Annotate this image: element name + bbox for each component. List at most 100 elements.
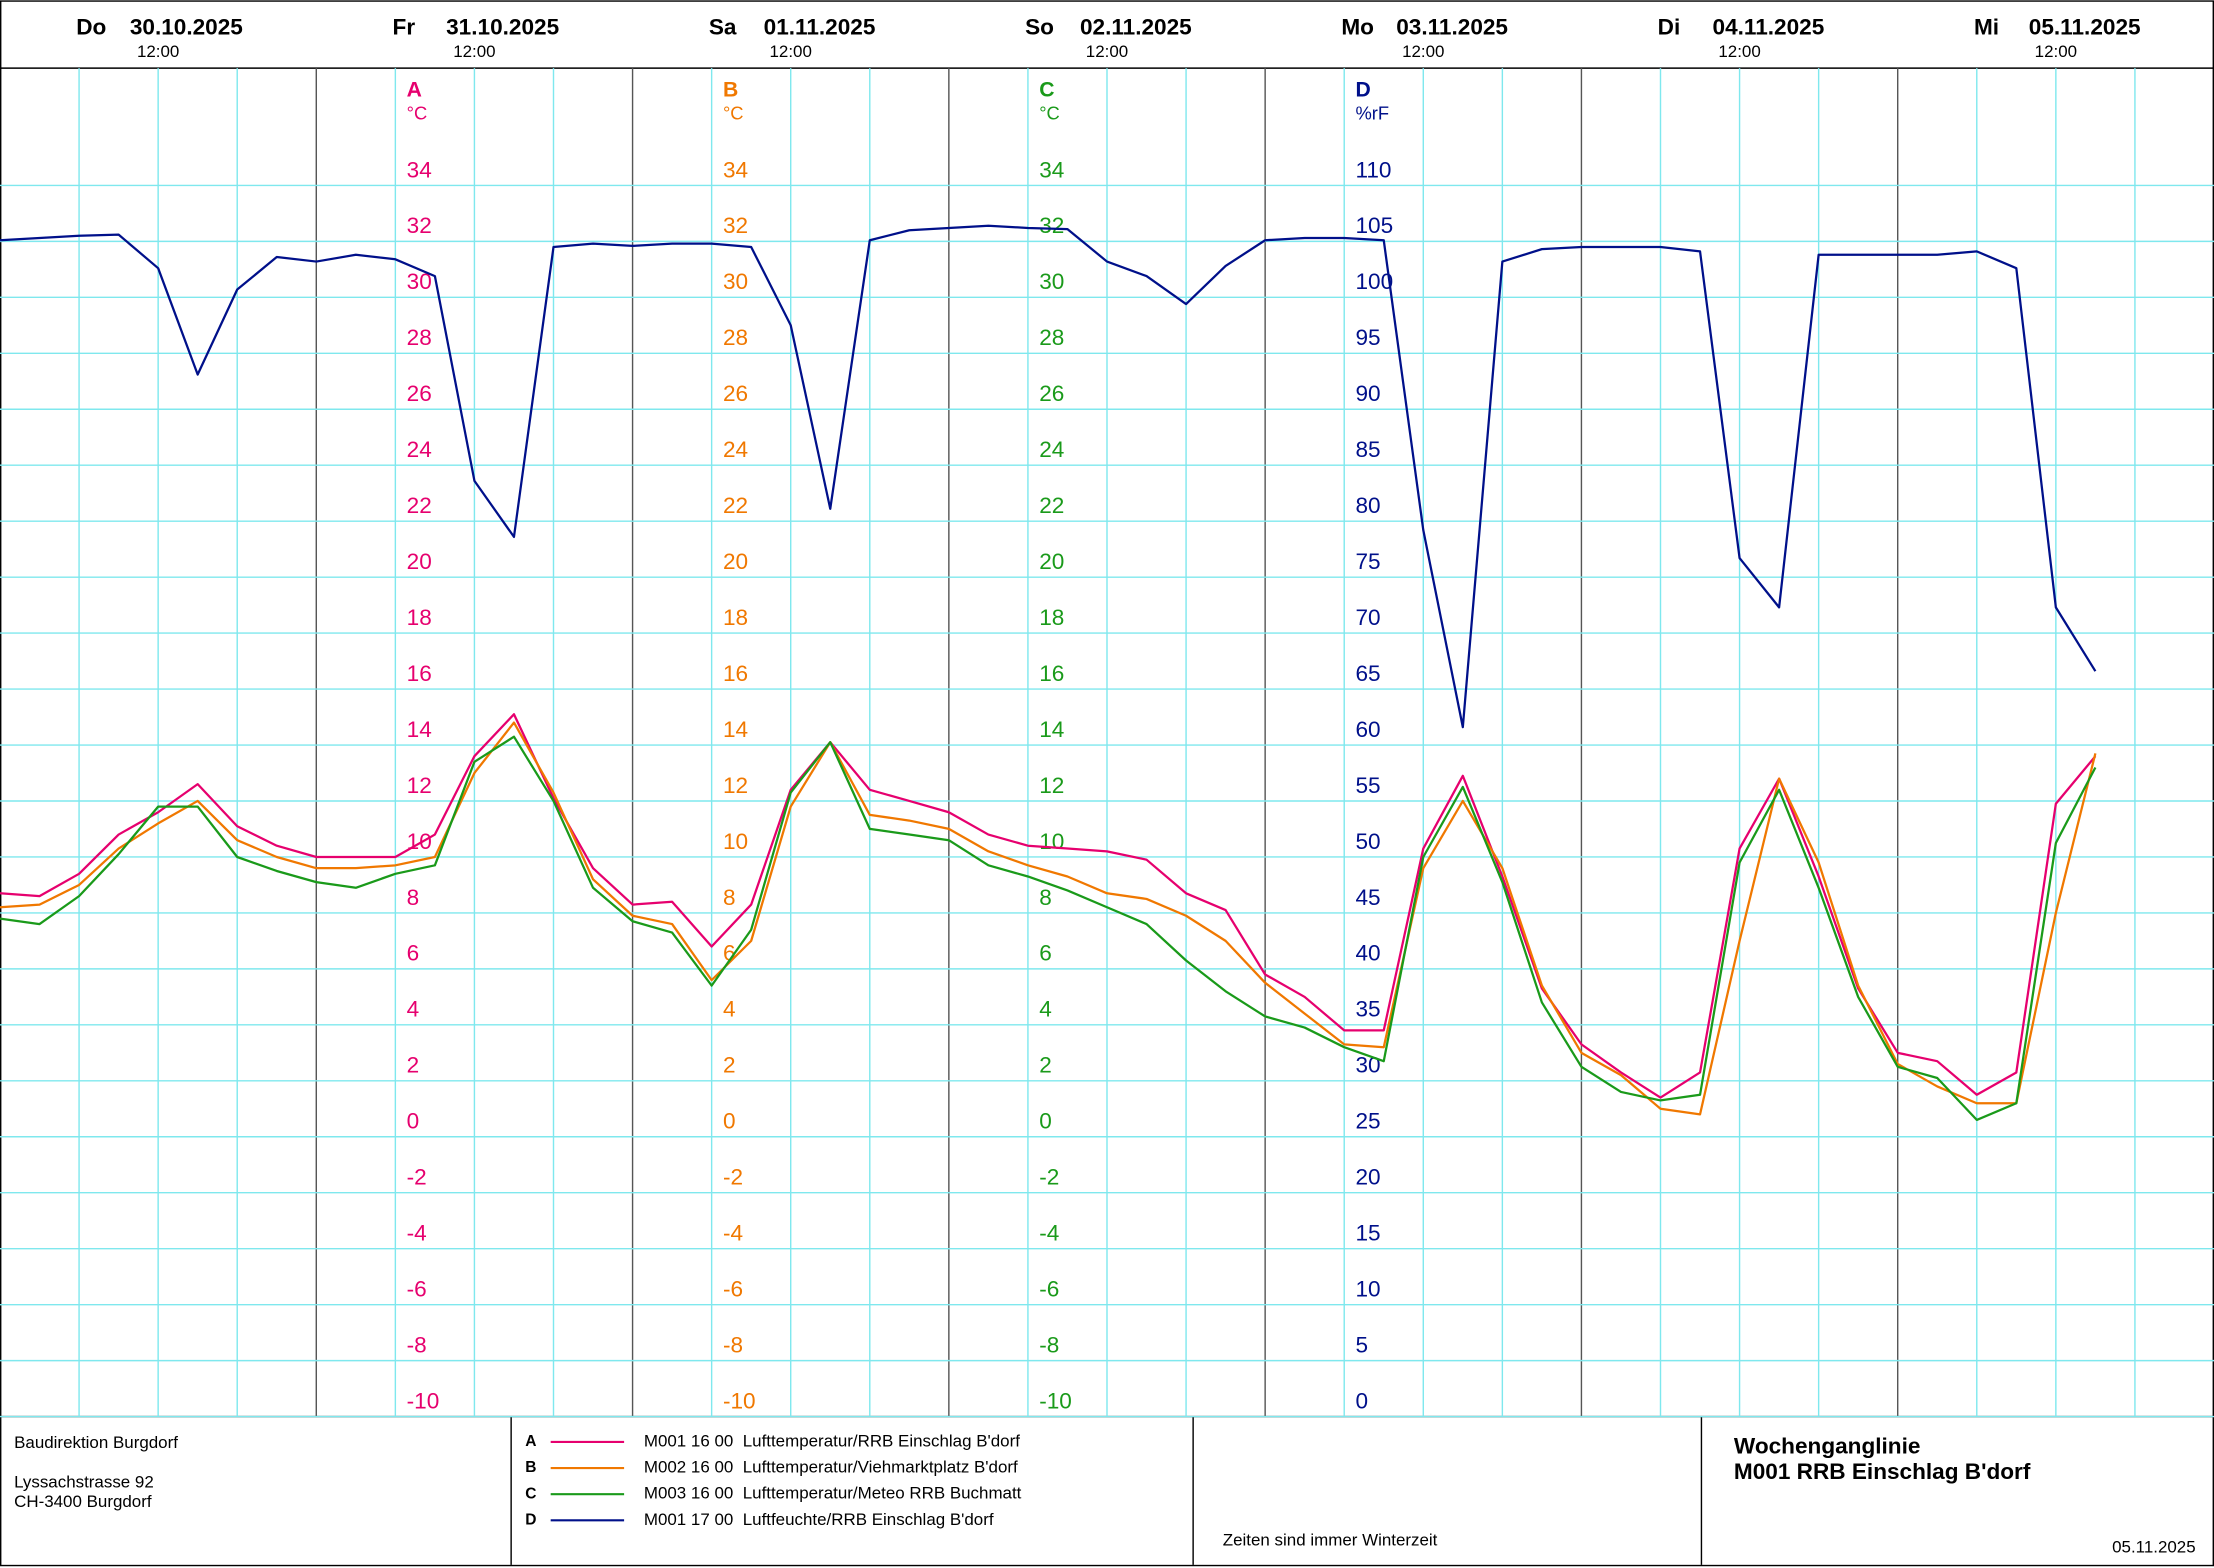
y-tick-label: 40 [1356,941,1381,966]
y-tick-label: 2 [1039,1053,1052,1078]
axes: A°C-10-8-6-4-202468101214161820222426283… [407,78,1394,1413]
time: 12:00 [1718,42,1760,61]
note: Zeiten sind immer Winterzeit [1223,1530,1438,1549]
legend-label: M002 16 00 Lufttemperatur/Viehmarktplatz… [644,1458,1018,1477]
y-tick-label: 0 [407,1109,420,1134]
y-tick-label: 110 [1356,157,1392,182]
y-tick-label: 34 [723,157,748,182]
y-tick-label: -10 [407,1388,440,1413]
y-tick-label: 5 [1356,1332,1369,1357]
y-tick-label: 35 [1356,997,1381,1022]
axis-key: D [1356,78,1371,101]
y-tick-label: 32 [407,213,432,238]
y-tick-label: 18 [1039,605,1064,630]
y-tick-label: 0 [1356,1388,1369,1413]
time: 12:00 [453,42,495,61]
y-tick-label: 20 [1356,1165,1381,1190]
y-tick-label: -6 [407,1276,427,1301]
y-tick-label: 2 [723,1053,736,1078]
series-line [0,713,2097,1099]
y-tick-label: 10 [1039,829,1064,854]
y-tick-label: 26 [723,381,748,406]
y-tick-label: 16 [723,661,748,686]
weekday: Mo [1341,15,1374,40]
y-tick-label: 55 [1356,773,1381,798]
legend: A M001 16 00 Lufttemperatur/RRB Einschlag… [525,1431,1021,1528]
header: Do 30.10.2025 12:00 Fr 31.10.2025 12:00 Sa 01.1… [76,15,2140,62]
date: 01.11.2025 [764,15,876,40]
y-tick-label: -2 [407,1165,427,1190]
y-tick-label: 22 [407,493,432,518]
y-tick-label: 32 [1039,213,1064,238]
legend-key: C [525,1485,536,1502]
y-tick-label: 30 [723,269,748,294]
grid [0,68,2214,1418]
y-tick-label: -4 [1039,1221,1059,1246]
y-tick-label: -2 [1039,1165,1059,1190]
y-tick-label: 30 [1039,269,1064,294]
date: 31.10.2025 [446,15,559,40]
date: 04.11.2025 [1713,15,1825,40]
y-tick-label: 14 [1039,717,1064,742]
street: Lyssachstrasse 92 [14,1472,154,1491]
date: 02.11.2025 [1080,15,1192,40]
y-tick-label: 24 [723,437,748,462]
axis-key: C [1039,78,1054,101]
city: CH-3400 Burgdorf [14,1492,152,1511]
weekday: Fr [393,15,416,40]
time: 12:00 [770,42,812,61]
weekday: So [1025,15,1054,40]
y-tick-label: 12 [407,773,432,798]
time: 12:00 [137,42,179,61]
weekday: Di [1658,15,1681,40]
y-tick-label: 6 [1039,941,1052,966]
y-tick-label: 10 [723,829,748,854]
lines [0,224,2097,1122]
y-tick-label: 28 [407,325,432,350]
y-tick-label: 28 [1039,325,1064,350]
y-tick-label: 95 [1356,325,1381,350]
y-tick-label: 20 [1039,549,1064,574]
date: 05.11.2025 [2029,15,2141,40]
y-tick-label: 45 [1356,885,1381,910]
y-tick-label: 24 [407,437,432,462]
y-tick-label: 24 [1039,437,1064,462]
y-tick-label: 34 [1039,157,1064,182]
axis-unit: °C [1039,103,1060,124]
y-tick-label: 8 [723,885,736,910]
weekday: Do [76,15,106,40]
axis-unit: °C [407,103,428,124]
y-tick-label: 26 [1039,381,1064,406]
y-tick-label: -6 [723,1276,743,1301]
y-tick-label: 16 [407,661,432,686]
legend-key: B [525,1459,536,1476]
y-tick-label: 75 [1356,549,1381,574]
series-line [0,224,2097,729]
y-tick-label: 105 [1356,213,1394,238]
y-tick-label: 25 [1356,1109,1381,1134]
organization: Baudirektion Burgdorf [14,1433,178,1452]
y-tick-label: 4 [723,997,736,1022]
y-tick-label: 4 [407,997,420,1022]
weekday: Sa [709,15,737,40]
date: 03.11.2025 [1396,15,1508,40]
y-tick-label: 70 [1356,605,1381,630]
series-line [0,721,2097,1116]
y-tick-label: -8 [723,1332,743,1357]
subtitle: M001 RRB Einschlag B'dorf [1734,1459,2031,1484]
print-date: 05.11.2025 [2112,1537,2196,1556]
y-tick-label: 4 [1039,997,1052,1022]
y-tick-label: 65 [1356,661,1381,686]
y-tick-label: 0 [1039,1109,1052,1134]
y-tick-label: 18 [723,605,748,630]
y-tick-label: 22 [723,493,748,518]
axis-unit: %rF [1356,103,1390,124]
y-tick-label: 8 [407,885,420,910]
y-tick-label: 14 [723,717,748,742]
y-tick-label: 90 [1356,381,1381,406]
time: 12:00 [1086,42,1128,61]
y-tick-label: 26 [407,381,432,406]
axis-unit: °C [723,103,744,124]
time: 12:00 [2035,42,2077,61]
